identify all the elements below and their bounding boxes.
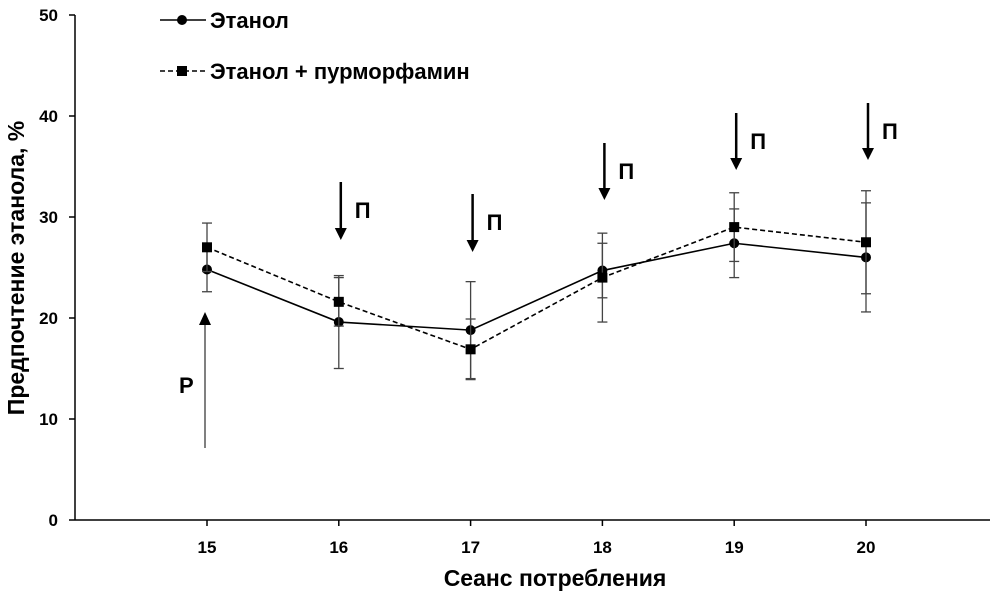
series-line (206, 242, 867, 331)
legend-label: Этанол + пурморфамин (210, 59, 470, 84)
data-point (729, 222, 740, 233)
legend-marker (177, 66, 187, 76)
data-point (465, 344, 476, 355)
data-point (861, 237, 871, 248)
y-tick-label: 40 (39, 107, 58, 126)
y-tick-label: 20 (39, 309, 58, 328)
x-tick-label: 15 (198, 538, 217, 557)
data-point (202, 242, 212, 253)
data-point (597, 272, 608, 283)
arrow-head-icon (730, 158, 743, 170)
y-tick-label: 0 (49, 511, 58, 530)
x-tick-label: 18 (593, 538, 612, 557)
arrow-head-icon (334, 228, 347, 240)
series-line (206, 226, 867, 351)
x-axis-label: Сеанс потребления (444, 565, 667, 591)
arrow-head-icon (598, 188, 611, 200)
annotation-label: Р (179, 373, 194, 398)
y-tick-label: 10 (39, 410, 58, 429)
legend-marker (177, 15, 187, 25)
annotation-label: П (487, 210, 503, 235)
arrow-head-icon (466, 240, 479, 252)
x-tick-label: 16 (329, 538, 348, 557)
x-tick-label: 20 (857, 538, 876, 557)
arrow-head-icon (862, 148, 874, 160)
x-tick-label: 19 (725, 538, 744, 557)
annotation-label: П (882, 119, 898, 144)
annotation-label: П (355, 198, 371, 223)
annotation-label: П (618, 159, 634, 184)
arrow-head-icon (199, 312, 211, 325)
y-axis-label: Предпочтение этанола, % (3, 121, 29, 415)
x-tick-label: 17 (461, 538, 480, 557)
annotation-label: П (750, 129, 766, 154)
legend-label: Этанол (210, 8, 289, 33)
y-tick-label: 30 (39, 208, 58, 227)
data-point (333, 296, 344, 307)
y-tick-label: 50 (39, 6, 58, 25)
